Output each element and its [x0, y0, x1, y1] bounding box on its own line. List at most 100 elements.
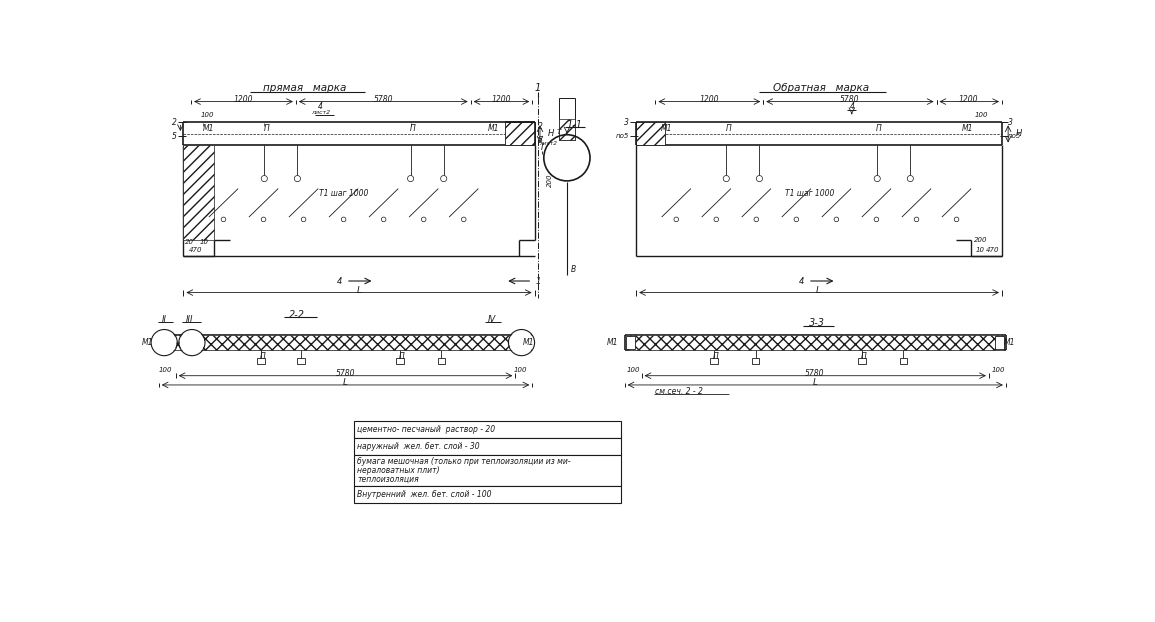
Bar — [559, 98, 574, 140]
Circle shape — [152, 330, 177, 355]
Text: теплоизоляция: теплоизоляция — [358, 475, 419, 484]
Bar — [710, 358, 717, 364]
Text: II: II — [162, 315, 166, 324]
Bar — [505, 123, 535, 146]
Bar — [258, 358, 264, 364]
Text: цементно- песчаный  раствор - 20: цементно- песчаный раствор - 20 — [358, 425, 495, 434]
Text: B: B — [571, 265, 576, 274]
Text: Внутренний  жел. бет. слой - 100: Внутренний жел. бет. слой - 100 — [358, 490, 492, 499]
Text: 2: 2 — [537, 123, 543, 131]
Text: наружный  жел. бет. слой - 30: наружный жел. бет. слой - 30 — [358, 442, 480, 451]
Text: 1200: 1200 — [492, 95, 512, 104]
Bar — [297, 358, 305, 364]
Bar — [353, 455, 620, 486]
Bar — [858, 358, 866, 364]
Text: П: П — [260, 352, 266, 361]
Bar — [188, 337, 195, 348]
Text: L: L — [812, 378, 818, 387]
Text: М1: М1 — [608, 338, 619, 347]
Text: 470: 470 — [189, 247, 202, 253]
Text: бумага мешочная (только при теплоизоляции из ми-: бумага мешочная (только при теплоизоляци… — [358, 457, 571, 466]
Text: III: III — [186, 315, 193, 324]
Text: М1: М1 — [662, 124, 672, 133]
Text: 470: 470 — [986, 247, 999, 253]
Text: П: П — [263, 124, 269, 133]
Bar — [396, 358, 404, 364]
Text: 5780: 5780 — [374, 95, 394, 104]
Bar — [161, 335, 530, 350]
Text: 200: 200 — [547, 174, 553, 187]
Text: М1: М1 — [142, 338, 154, 347]
Text: Т1 шаг 1000: Т1 шаг 1000 — [784, 190, 834, 198]
Text: L: L — [343, 378, 348, 387]
Text: прямая   марка: прямая марка — [263, 83, 346, 93]
Text: по5: по5 — [1008, 133, 1021, 139]
Text: П: П — [725, 124, 731, 133]
Text: I: I — [541, 143, 544, 152]
Circle shape — [509, 330, 534, 355]
Text: нераловатных плит): нераловатных плит) — [358, 466, 440, 475]
Text: 1: 1 — [535, 83, 541, 93]
Bar — [161, 337, 169, 348]
Text: по5: по5 — [616, 133, 629, 139]
Text: М1: М1 — [523, 338, 534, 347]
Text: М1: М1 — [489, 124, 499, 133]
Text: 20: 20 — [185, 239, 194, 246]
Text: 2: 2 — [172, 118, 177, 127]
Bar — [636, 123, 665, 146]
Bar — [559, 119, 574, 140]
Text: 100: 100 — [201, 112, 214, 118]
Text: 1200: 1200 — [233, 95, 253, 104]
Bar — [626, 337, 635, 349]
Bar — [184, 146, 215, 240]
Text: 5: 5 — [537, 136, 543, 146]
Text: 4: 4 — [799, 277, 804, 285]
Text: IV: IV — [487, 315, 495, 324]
Bar — [994, 337, 1004, 349]
Text: 3: 3 — [625, 118, 629, 127]
Bar — [353, 438, 620, 455]
Text: см.сеч. 2 - 2: см.сеч. 2 - 2 — [655, 388, 703, 396]
Text: Т1 шаг 1000: Т1 шаг 1000 — [319, 190, 368, 198]
Text: 5: 5 — [172, 132, 177, 141]
Text: 100: 100 — [991, 366, 1005, 373]
Text: L: L — [357, 285, 362, 295]
Text: Обратная   марка: Обратная марка — [773, 83, 869, 93]
Text: 1: 1 — [536, 277, 541, 285]
Text: T: T — [557, 129, 560, 136]
Text: 5780: 5780 — [335, 369, 355, 378]
Text: 1200: 1200 — [700, 95, 720, 104]
Text: 10: 10 — [200, 239, 209, 246]
Text: 1200: 1200 — [959, 95, 978, 104]
Text: 5780: 5780 — [805, 369, 825, 378]
Text: 100: 100 — [627, 366, 641, 373]
Text: 5780: 5780 — [840, 95, 859, 104]
Text: H: H — [547, 129, 554, 139]
Text: 4: 4 — [337, 277, 342, 285]
Text: H: H — [1016, 129, 1022, 139]
Bar — [438, 358, 445, 364]
Text: 4: 4 — [849, 103, 855, 111]
Text: П: П — [410, 124, 416, 133]
Circle shape — [180, 330, 204, 355]
Bar — [752, 358, 760, 364]
Text: П: П — [860, 352, 866, 361]
Text: П: П — [713, 352, 718, 361]
Text: М1: М1 — [1004, 338, 1015, 347]
Text: М1: М1 — [203, 124, 215, 133]
Bar — [627, 335, 1004, 350]
Text: лист2: лист2 — [311, 110, 330, 115]
Text: 10: 10 — [976, 247, 985, 253]
Text: 100: 100 — [514, 366, 528, 373]
Text: лист2: лист2 — [538, 141, 557, 146]
Text: 3: 3 — [1008, 118, 1013, 127]
Text: 100: 100 — [975, 112, 988, 118]
Text: L: L — [817, 285, 821, 295]
Text: 4: 4 — [318, 103, 323, 111]
Text: 3-3: 3-3 — [810, 318, 825, 328]
Bar — [900, 358, 908, 364]
Bar — [517, 337, 526, 348]
Text: П: П — [398, 352, 404, 361]
Bar — [353, 486, 620, 503]
Text: П: П — [875, 124, 881, 133]
